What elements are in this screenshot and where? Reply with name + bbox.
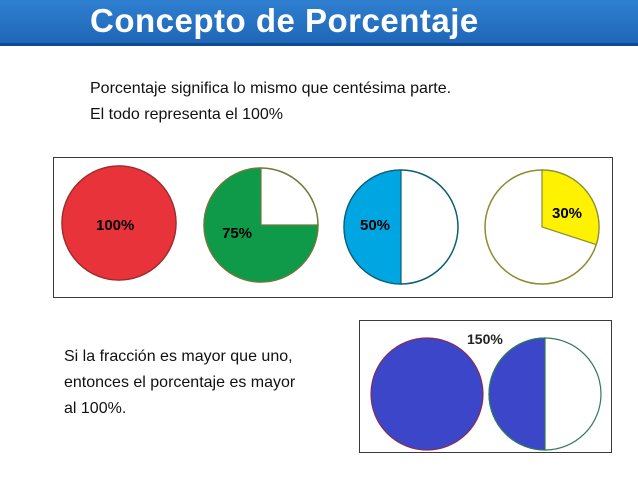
half-circle-fill [488,337,546,451]
pie-examples-figure: 100% 75% 50% 30% [61,165,600,285]
pie-30-slice [541,169,600,246]
pie-examples-box: 100% 75% 50% 30% [53,157,613,298]
pie-75-slice [203,167,319,283]
pie-75: 75% [203,167,319,283]
title-bar: Concepto de Porcentaje [0,0,638,46]
pie-30-label: 30% [552,205,582,222]
fraction-line-2: entonces el porcentaje es mayor [64,374,296,391]
pie-100: 100% [61,165,177,281]
over-hundred-figure: 150% [370,331,602,451]
pie-75-label: 75% [222,225,252,242]
intro-line-2: El todo representa el 100% [90,106,284,123]
full-circle [370,337,484,451]
slide-title: Concepto de Porcentaje [90,2,479,39]
fraction-line-3: al 100%. [64,400,127,417]
over-hundred-box: 150% [359,320,612,453]
pie-50-label: 50% [360,217,390,234]
pie-100-label: 100% [96,217,134,234]
pie-50-slice [343,169,402,285]
pie-50: 50% [343,169,459,285]
intro-line-1: Porcentaje significa lo mismo que centés… [90,80,452,97]
fraction-line-1: Si la fracción es mayor que uno, [64,348,293,365]
over-hundred-label: 150% [467,331,503,347]
pie-100-slice [61,165,177,281]
pie-30: 30% [484,169,600,285]
